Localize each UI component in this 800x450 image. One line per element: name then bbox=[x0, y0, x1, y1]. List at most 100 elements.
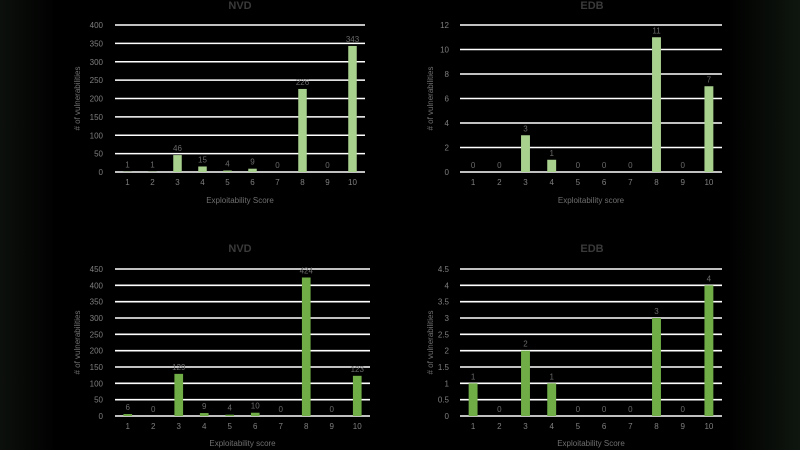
data-label: 46 bbox=[173, 144, 182, 153]
bar-3 bbox=[173, 155, 182, 172]
x-tick-label: 1 bbox=[125, 178, 130, 187]
y-tick-label: 100 bbox=[90, 379, 104, 388]
x-tick-label: 6 bbox=[250, 178, 255, 187]
bar-6 bbox=[248, 168, 257, 172]
bar-10 bbox=[348, 45, 357, 173]
data-label: 424 bbox=[300, 266, 314, 275]
data-label: 0 bbox=[576, 405, 581, 414]
data-label: 1 bbox=[150, 161, 155, 170]
chart-title: NVD bbox=[228, 243, 251, 255]
bar-4 bbox=[198, 166, 207, 172]
y-axis-label: # of vulnerabilities bbox=[73, 66, 82, 130]
x-axis-label: Exploitability Score bbox=[206, 196, 274, 205]
data-label: 7 bbox=[707, 75, 712, 84]
x-tick-label: 8 bbox=[654, 422, 659, 431]
y-tick-label: 150 bbox=[90, 113, 104, 122]
y-tick-label: 0 bbox=[445, 412, 450, 421]
x-tick-label: 7 bbox=[279, 422, 284, 431]
y-tick-label: 200 bbox=[90, 347, 104, 356]
data-label: 0 bbox=[680, 405, 685, 414]
y-tick-label: 10 bbox=[440, 46, 449, 55]
x-tick-label: 7 bbox=[628, 422, 633, 431]
data-label: 0 bbox=[279, 405, 284, 414]
y-tick-label: 2.5 bbox=[438, 330, 450, 339]
x-tick-label: 2 bbox=[497, 178, 502, 187]
data-label: 0 bbox=[497, 161, 502, 170]
y-tick-label: 2 bbox=[445, 144, 450, 153]
bar-5 bbox=[225, 414, 235, 416]
x-tick-label: 3 bbox=[177, 422, 182, 431]
y-tick-label: 1.5 bbox=[438, 363, 450, 372]
data-label: 1 bbox=[549, 372, 554, 381]
data-label: 0 bbox=[576, 161, 581, 170]
bar-5 bbox=[223, 170, 232, 172]
y-tick-label: 50 bbox=[94, 396, 103, 405]
x-tick-label: 5 bbox=[228, 422, 233, 431]
bar-10 bbox=[704, 86, 714, 172]
y-tick-label: 350 bbox=[90, 298, 104, 307]
data-label: 11 bbox=[652, 26, 661, 35]
data-label: 0 bbox=[602, 161, 607, 170]
chart-title: EDB bbox=[580, 0, 603, 12]
bar-3 bbox=[521, 350, 530, 416]
x-tick-label: 9 bbox=[325, 178, 330, 187]
y-tick-label: 4 bbox=[445, 281, 450, 290]
x-tick-label: 1 bbox=[126, 422, 131, 431]
x-tick-label: 4 bbox=[202, 422, 207, 431]
x-tick-label: 6 bbox=[602, 422, 607, 431]
data-label: 0 bbox=[471, 161, 476, 170]
y-tick-label: 150 bbox=[90, 363, 104, 372]
x-tick-label: 2 bbox=[497, 422, 502, 431]
x-tick-label: 5 bbox=[576, 422, 581, 431]
x-tick-label: 7 bbox=[628, 178, 633, 187]
data-label: 226 bbox=[296, 78, 310, 87]
y-tick-label: 3 bbox=[445, 314, 450, 323]
x-tick-label: 10 bbox=[704, 178, 713, 187]
y-tick-label: 0 bbox=[99, 412, 104, 421]
y-tick-label: 2 bbox=[445, 347, 450, 356]
x-tick-label: 9 bbox=[330, 422, 335, 431]
data-label: 4 bbox=[228, 404, 233, 413]
y-axis-label: # of vulnerabilities bbox=[426, 310, 435, 374]
bar-4 bbox=[547, 159, 557, 172]
y-tick-label: 1 bbox=[445, 379, 450, 388]
x-tick-label: 10 bbox=[704, 422, 713, 431]
y-tick-label: 350 bbox=[90, 39, 104, 48]
y-tick-label: 4.5 bbox=[438, 265, 450, 274]
x-tick-label: 2 bbox=[151, 422, 156, 431]
data-label: 0 bbox=[151, 405, 156, 414]
chart-title: EDB bbox=[580, 243, 603, 255]
y-axis-label: # of vulnerabilities bbox=[426, 66, 435, 130]
y-tick-label: 4 bbox=[445, 119, 450, 128]
data-label: 0 bbox=[628, 161, 633, 170]
data-label: 343 bbox=[346, 35, 360, 44]
data-label: 0 bbox=[325, 161, 330, 170]
x-tick-label: 5 bbox=[576, 178, 581, 187]
bar-8 bbox=[298, 88, 307, 172]
x-axis-label: Exploitability score bbox=[558, 196, 625, 205]
x-tick-label: 2 bbox=[150, 178, 155, 187]
data-label: 9 bbox=[202, 402, 207, 411]
bar-10 bbox=[352, 375, 362, 416]
x-tick-label: 8 bbox=[300, 178, 305, 187]
x-tick-label: 1 bbox=[471, 422, 476, 431]
data-label: 1 bbox=[549, 149, 554, 158]
data-label: 1 bbox=[471, 372, 476, 381]
y-tick-label: 300 bbox=[90, 58, 104, 67]
bar-6 bbox=[250, 412, 260, 416]
data-label: 0 bbox=[628, 405, 633, 414]
data-label: 4 bbox=[225, 160, 230, 169]
y-tick-label: 0 bbox=[445, 168, 450, 177]
bar-8 bbox=[301, 277, 311, 416]
y-tick-label: 250 bbox=[90, 330, 104, 339]
data-label: 1 bbox=[125, 161, 130, 170]
bar-1 bbox=[123, 414, 133, 416]
data-label: 2 bbox=[523, 340, 528, 349]
x-tick-label: 6 bbox=[253, 422, 258, 431]
x-axis-label: Exploitability Score bbox=[557, 439, 625, 448]
